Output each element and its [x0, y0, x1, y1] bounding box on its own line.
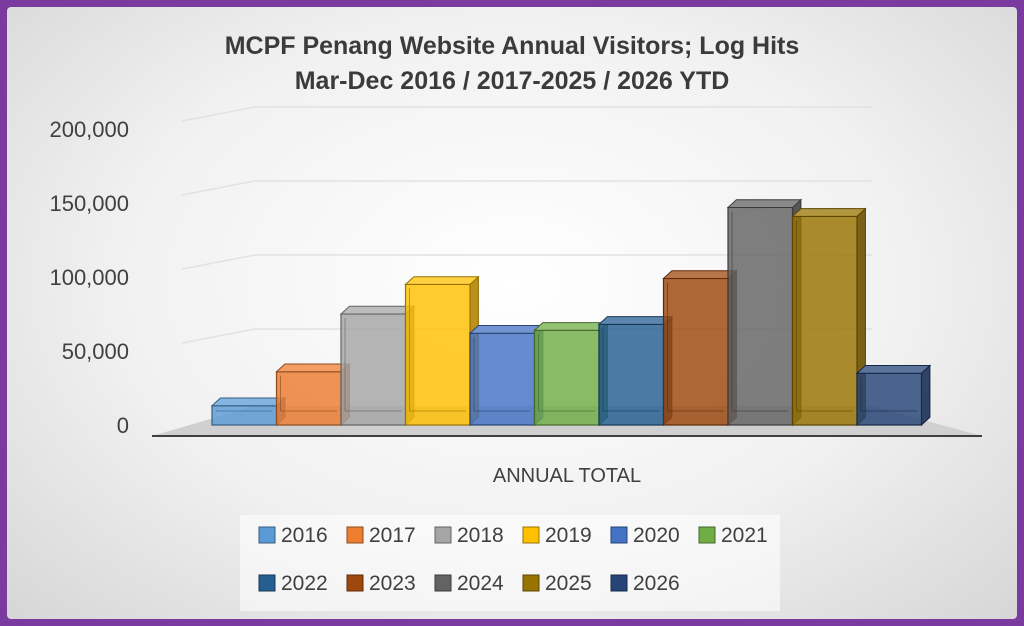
bars [210, 198, 932, 427]
y-tick-label: 50,000 [62, 339, 129, 364]
legend-swatch [522, 574, 540, 592]
legend-swatch [434, 574, 452, 592]
legend-item-2018: 2018 [434, 524, 504, 547]
legend-label: 2019 [545, 524, 592, 547]
bar-2017 [275, 362, 351, 427]
chart-frame: MCPF Penang Website Annual Visitors; Log… [7, 7, 1017, 619]
bar-2024 [726, 198, 803, 427]
legend-swatch [698, 526, 716, 544]
legend-label: 2024 [457, 572, 504, 595]
legend-box [240, 515, 780, 611]
legend-item-2017: 2017 [346, 524, 416, 547]
legend-swatch [258, 526, 276, 544]
legend-item-2022: 2022 [258, 572, 328, 595]
legend: 2016 2017 2018 2019 2020 2021 2022 2023 2024 2025… [258, 524, 768, 595]
x-axis-category-label: ANNUAL TOTAL [493, 465, 641, 487]
legend-label: 2016 [281, 524, 328, 547]
legend-swatch [346, 574, 364, 592]
legend-item-2026: 2026 [610, 572, 680, 595]
bar-2025 [791, 207, 867, 427]
legend-label: 2023 [369, 572, 416, 595]
legend-label: 2021 [721, 524, 768, 547]
legend-swatch [522, 526, 540, 544]
legend-item-2016: 2016 [258, 524, 328, 547]
chart-title: MCPF Penang Website Annual Visitors; Log… [225, 32, 800, 60]
bar-2016 [210, 396, 287, 427]
chart-svg: MCPF Penang Website Annual Visitors; Log… [49, 32, 982, 611]
bar-2026 [855, 364, 932, 427]
legend-swatch [434, 526, 452, 544]
legend-item-2024: 2024 [434, 572, 504, 595]
y-tick-label: 100,000 [49, 265, 129, 290]
chart-subtitle: Mar-Dec 2016 / 2017-2025 / 2026 YTD [295, 67, 730, 95]
legend-swatch [258, 574, 276, 592]
gridline [181, 254, 872, 270]
legend-swatch [610, 526, 628, 544]
y-tick-label: 200,000 [49, 117, 129, 142]
y-axis-ticks: 0 50,000 100,000 150,000 200,000 [49, 117, 129, 438]
legend-label: 2017 [369, 524, 416, 547]
bar-2022 [597, 315, 674, 427]
bar-2023 [662, 269, 738, 427]
bar-2021 [533, 321, 609, 427]
y-tick-label: 0 [117, 413, 129, 438]
gridline [181, 180, 872, 196]
legend-swatch [610, 574, 628, 592]
legend-label: 2022 [281, 572, 328, 595]
legend-item-2019: 2019 [522, 524, 592, 547]
bar-2018 [339, 305, 416, 427]
bar-2020 [468, 324, 545, 427]
legend-label: 2025 [545, 572, 592, 595]
gridline [181, 106, 872, 122]
legend-label: 2018 [457, 524, 504, 547]
legend-item-2021: 2021 [698, 524, 768, 547]
y-tick-label: 150,000 [49, 191, 129, 216]
legend-item-2025: 2025 [522, 572, 592, 595]
legend-item-2023: 2023 [346, 572, 416, 595]
legend-item-2020: 2020 [610, 524, 680, 547]
legend-label: 2020 [633, 524, 680, 547]
bar-2019 [404, 275, 480, 427]
legend-swatch [346, 526, 364, 544]
legend-label: 2026 [633, 572, 680, 595]
